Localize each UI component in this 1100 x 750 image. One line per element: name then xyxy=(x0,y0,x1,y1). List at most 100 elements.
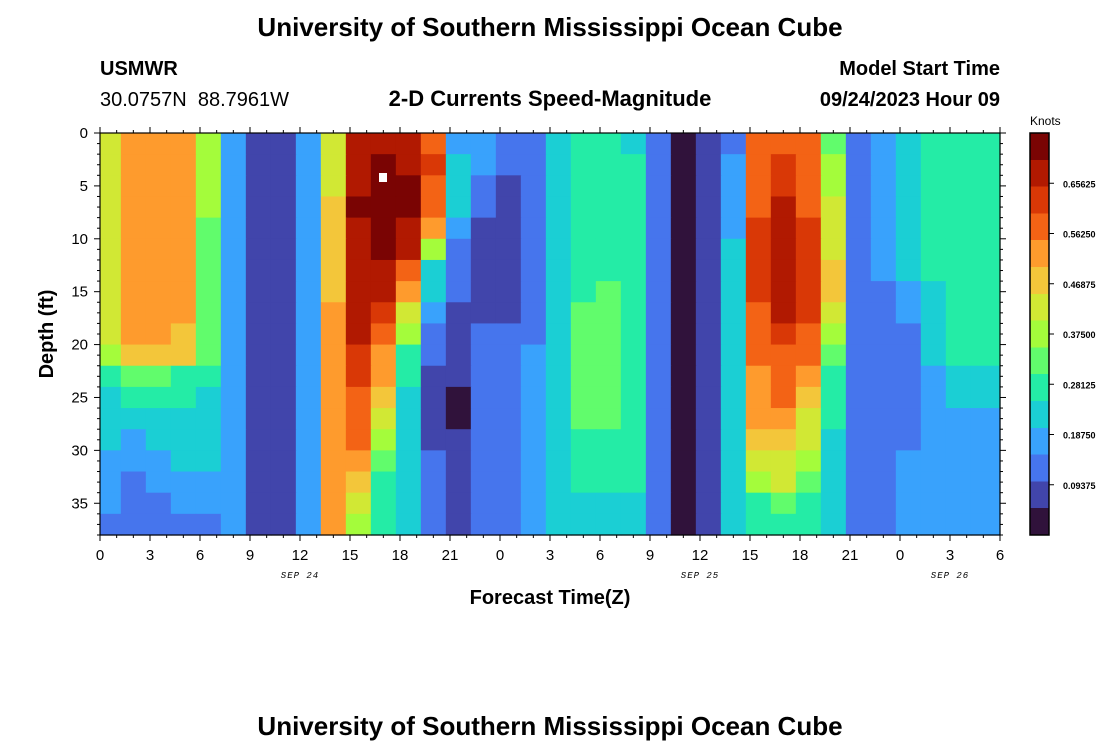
heatmap-cell xyxy=(520,154,547,176)
heatmap-cell xyxy=(545,492,572,515)
heatmap-cell xyxy=(445,492,472,515)
heatmap-cell xyxy=(420,471,447,494)
heatmap-cell xyxy=(445,429,472,451)
heatmap-cell xyxy=(945,175,972,198)
heatmap-cell xyxy=(645,133,672,155)
heatmap-cell xyxy=(970,217,1001,240)
y-tick-label: 25 xyxy=(71,389,88,406)
heatmap-cell xyxy=(100,281,122,303)
heatmap-cell xyxy=(670,302,697,325)
heatmap-cell xyxy=(345,386,372,409)
heatmap-cell xyxy=(220,492,247,515)
heatmap-cell xyxy=(495,217,522,240)
heatmap-cell xyxy=(295,154,322,176)
heatmap-cell xyxy=(370,386,397,409)
heatmap-cell xyxy=(245,281,272,303)
heatmap-cell xyxy=(595,471,622,494)
heatmap-cell xyxy=(345,323,372,346)
heatmap-cell xyxy=(195,281,222,303)
heatmap-cell xyxy=(645,408,672,430)
y-tick-label: 10 xyxy=(71,231,88,248)
heatmap-cell xyxy=(695,450,722,473)
colorbar-tick-label: 0.18750 xyxy=(1063,431,1096,441)
heatmap-cell xyxy=(470,429,497,451)
heatmap-cell xyxy=(170,217,197,240)
heatmap-cell xyxy=(820,513,847,536)
heatmap-cell xyxy=(595,408,622,430)
heatmap-cell xyxy=(745,302,772,325)
heatmap-cell xyxy=(545,217,572,240)
heatmap-cell xyxy=(220,386,247,409)
heatmap-cell xyxy=(100,344,122,367)
heatmap-cell xyxy=(420,323,447,346)
heatmap-cell xyxy=(695,259,722,282)
heatmap-cell xyxy=(770,471,797,494)
heatmap-cell xyxy=(595,217,622,240)
heatmap-cell xyxy=(795,154,822,176)
heatmap-cell xyxy=(595,365,622,388)
heatmap-cell xyxy=(295,302,322,325)
heatmap-cell xyxy=(495,238,522,261)
heatmap-cell xyxy=(670,196,697,219)
heatmap-cell xyxy=(895,429,922,451)
heatmap-cell xyxy=(120,492,147,515)
heatmap-cell xyxy=(570,408,597,430)
heatmap-cell xyxy=(770,365,797,388)
heatmap-cell xyxy=(945,344,972,367)
heatmap-cell xyxy=(945,492,972,515)
heatmap-cell xyxy=(295,175,322,198)
heatmap-cell xyxy=(845,217,872,240)
heatmap-cell xyxy=(745,238,772,261)
heatmap-cell xyxy=(845,492,872,515)
heatmap-cell xyxy=(420,238,447,261)
heatmap-cell xyxy=(295,217,322,240)
heatmap-cell xyxy=(870,450,897,473)
x-tick-label: 0 xyxy=(96,547,104,564)
heatmap-cell xyxy=(620,175,647,198)
heatmap-cell xyxy=(845,259,872,282)
heatmap-cell xyxy=(145,133,172,155)
heatmap-cell xyxy=(520,323,547,346)
heatmap-cell xyxy=(470,175,497,198)
heatmap-cell xyxy=(195,429,222,451)
heatmap-cell xyxy=(145,217,172,240)
heatmap-cell xyxy=(970,365,1001,388)
heatmap-cell xyxy=(670,133,697,155)
heatmap-cell xyxy=(145,408,172,430)
heatmap-cell xyxy=(970,513,1001,536)
heatmap-cell xyxy=(170,513,197,536)
heatmap-cell xyxy=(695,175,722,198)
heatmap-cell xyxy=(495,408,522,430)
heatmap-cell xyxy=(220,323,247,346)
heatmap-cell xyxy=(320,513,347,536)
heatmap-cell xyxy=(895,513,922,536)
heatmap-cell xyxy=(895,386,922,409)
heatmap-cell xyxy=(870,323,897,346)
heatmap-cell xyxy=(470,259,497,282)
heatmap-cell xyxy=(870,281,897,303)
heatmap-cell xyxy=(495,133,522,155)
heatmap-cell xyxy=(745,323,772,346)
heatmap-cell xyxy=(795,365,822,388)
heatmap-cell xyxy=(745,133,772,155)
heatmap-cell xyxy=(545,238,572,261)
heatmap-cell xyxy=(295,386,322,409)
heatmap-cell xyxy=(470,238,497,261)
heatmap-cell xyxy=(295,365,322,388)
heatmap-cell xyxy=(870,175,897,198)
heatmap-cell xyxy=(345,154,372,176)
heatmap-cell xyxy=(595,450,622,473)
heatmap-cell xyxy=(820,196,847,219)
heatmap-cell xyxy=(270,450,297,473)
heatmap-cell xyxy=(445,450,472,473)
heatmap-cell xyxy=(295,281,322,303)
heatmap-cell xyxy=(420,386,447,409)
heatmap-cell xyxy=(170,133,197,155)
heatmap-cell xyxy=(370,238,397,261)
heatmap-cell xyxy=(220,450,247,473)
heatmap-cell xyxy=(645,281,672,303)
heatmap-cell xyxy=(570,429,597,451)
heatmap-cell xyxy=(145,238,172,261)
heatmap-cell xyxy=(120,238,147,261)
heatmap-cell xyxy=(195,259,222,282)
